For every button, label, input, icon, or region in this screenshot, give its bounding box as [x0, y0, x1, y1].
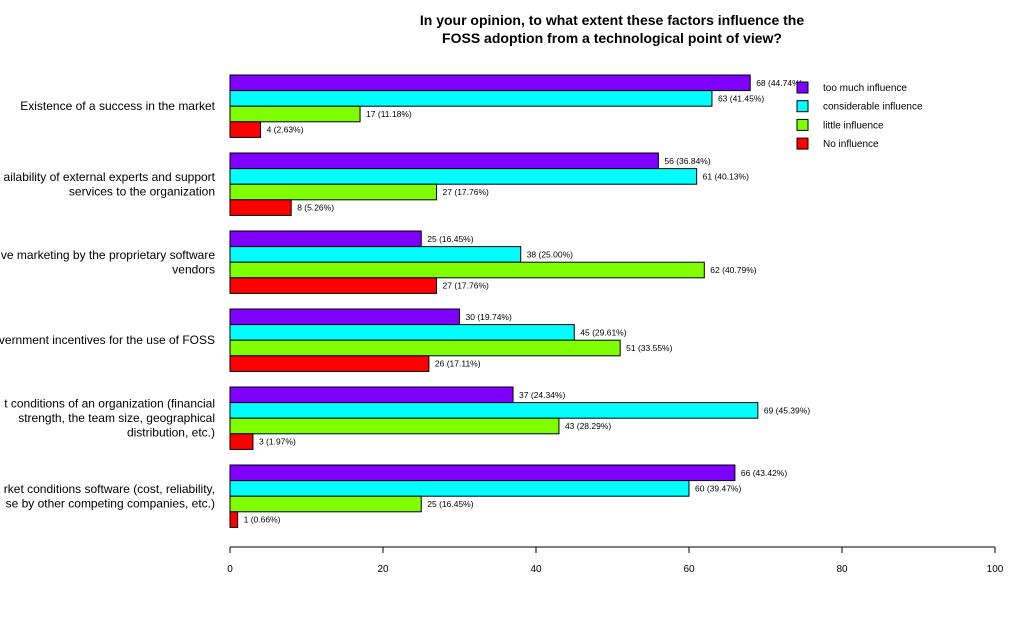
bar	[229, 417, 560, 435]
x-tick-label: 100	[987, 564, 1004, 575]
bar	[229, 152, 659, 170]
bar-value-label: 56 (36.84%)	[664, 156, 710, 166]
bar-value-label: 66 (43.42%)	[741, 468, 787, 478]
bar	[229, 402, 759, 419]
x-tick-label: 80	[836, 564, 848, 575]
bar	[229, 511, 239, 528]
bar	[229, 355, 430, 372]
bar-value-label: 37 (24.34%)	[519, 390, 565, 400]
bar	[229, 495, 422, 513]
category-label: vendors	[172, 262, 215, 276]
bar-value-label: 68 (44.74%)	[756, 78, 802, 88]
bar-value-label: 3 (1.97%)	[259, 437, 296, 447]
x-tick-label: 0	[227, 564, 233, 575]
legend-swatch	[796, 137, 809, 150]
bar	[229, 90, 713, 107]
bar-value-label: 60 (39.47%)	[695, 483, 741, 493]
bar	[229, 480, 690, 497]
category-label: rket conditions software (cost, reliabil…	[4, 482, 215, 496]
legend-label: considerable influence	[823, 102, 923, 113]
bar	[229, 199, 292, 216]
bar	[229, 339, 621, 357]
x-tick-label: 20	[377, 564, 389, 575]
bar-value-label: 38 (25.00%)	[527, 249, 573, 259]
bar-value-label: 26 (17.11%)	[435, 359, 481, 369]
x-tick-label: 40	[530, 564, 542, 575]
legend-swatch	[796, 81, 809, 94]
x-axis: 0 20 40 60 80 100	[227, 546, 1004, 575]
bar-value-label: 17 (11.18%)	[366, 109, 412, 119]
bar-value-label: 45 (29.61%)	[580, 327, 626, 337]
bar-value-label: 43 (28.29%)	[565, 421, 611, 431]
category-label: services to the organization	[69, 184, 215, 198]
bar-value-label: 63 (41.45%)	[718, 93, 764, 103]
bars-group: 68 (44.74%) 63 (41.45%) 17 (11.18%) 4 (2.63…	[229, 74, 810, 528]
category-label: vernment incentives for the use of FOSS	[0, 333, 215, 347]
legend-label: too much influence	[823, 83, 907, 94]
legend-swatch	[796, 118, 809, 131]
bar	[229, 324, 575, 341]
bar-value-label: 25 (16.45%)	[427, 234, 473, 244]
legend-label: little influence	[823, 120, 884, 131]
bar-value-label: 30 (19.74%)	[466, 312, 512, 322]
category-label: se by other competing companies, etc.)	[6, 496, 215, 510]
bar	[229, 433, 254, 450]
bar-value-label: 51 (33.55%)	[626, 343, 672, 353]
category-label: ailability of external experts and suppo…	[4, 170, 216, 184]
legend-swatch	[796, 100, 809, 113]
bar	[229, 74, 751, 92]
category-label: Existence of a success in the market	[20, 99, 215, 113]
bar	[229, 308, 460, 326]
x-tick-label: 60	[683, 564, 695, 575]
bar	[229, 168, 698, 185]
bar	[229, 277, 438, 294]
legend-label: No influence	[823, 139, 879, 150]
bar-value-label: 4 (2.63%)	[267, 125, 304, 135]
bar-value-label: 69 (45.39%)	[764, 405, 810, 415]
bar-value-label: 27 (17.76%)	[443, 187, 489, 197]
chart-title-line-2: FOSS adoption from a technological point…	[442, 30, 782, 46]
category-label: t conditions of an organization (financi…	[4, 397, 215, 411]
bar-value-label: 61 (40.13%)	[703, 171, 749, 181]
chart-title-line-1: In your opinion, to what extent these fa…	[420, 12, 804, 28]
bar	[229, 183, 438, 201]
bar	[229, 386, 514, 404]
bar	[229, 464, 736, 482]
bar	[229, 246, 522, 263]
bar	[229, 121, 262, 138]
bar-value-label: 25 (16.45%)	[427, 499, 473, 509]
bar	[229, 261, 705, 279]
bar-value-label: 8 (5.26%)	[297, 203, 334, 213]
category-label: ve marketing by the proprietary software	[1, 248, 215, 262]
category-label: distribution, etc.)	[127, 426, 215, 440]
bar	[229, 230, 422, 248]
category-label: strength, the team size, geographical	[18, 411, 215, 425]
bar-value-label: 27 (17.76%)	[443, 281, 489, 291]
bar-value-label: 62 (40.79%)	[710, 265, 756, 275]
legend: too much influence considerable influence…	[796, 81, 923, 150]
bar-value-label: 1 (0.66%)	[244, 515, 281, 525]
category-labels: Existence of a success in the market aila…	[0, 99, 216, 510]
bar	[229, 105, 361, 123]
